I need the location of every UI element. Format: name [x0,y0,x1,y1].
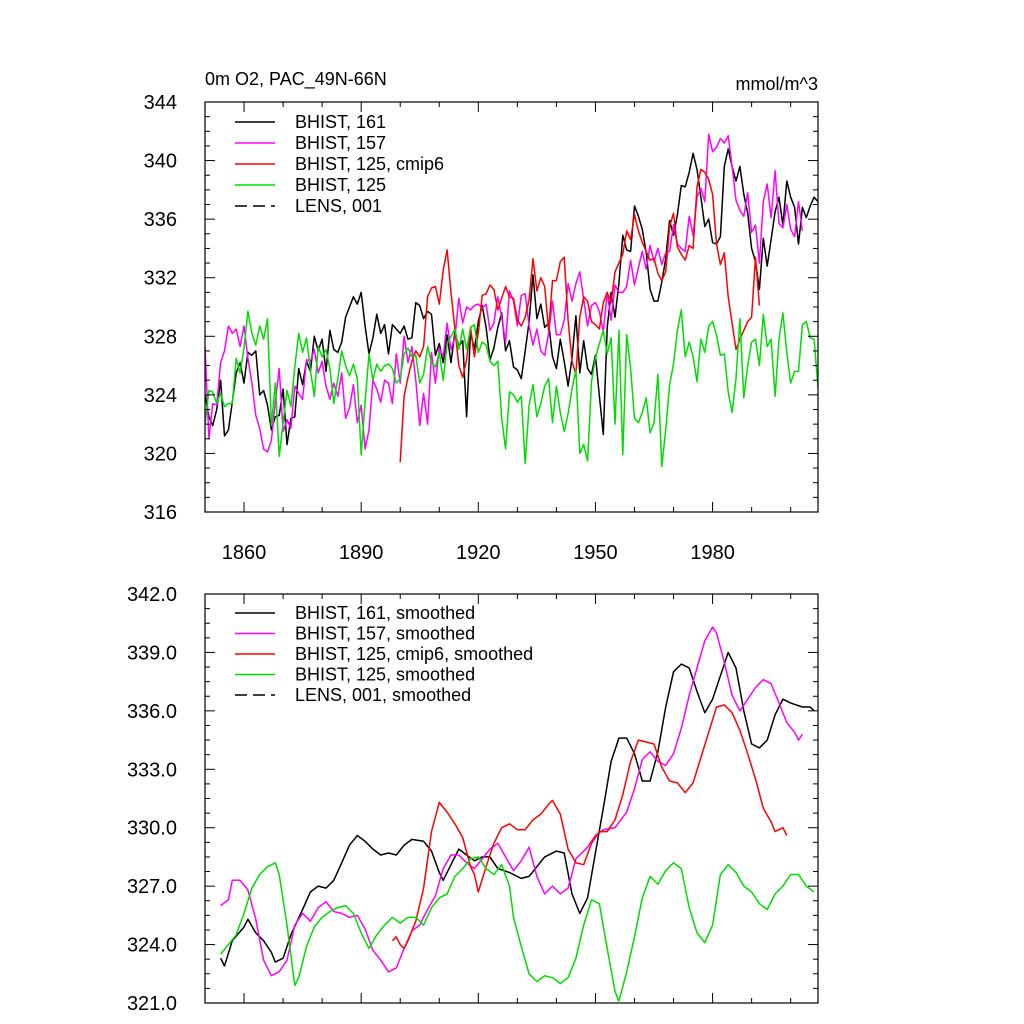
y-tick-label: 336.0 [127,701,177,723]
series-line-bottom-3 [220,856,815,1002]
legend-label: BHIST, 157 [295,133,386,153]
y-tick-label: 339.0 [127,642,177,664]
y-tick-label: 340 [144,151,177,173]
series-line-top-0 [205,148,818,446]
legend-label: BHIST, 161, smoothed [295,603,475,623]
x-tick-label: 1860 [222,542,267,564]
bottom-panel-series [219,626,815,1002]
top-panel-axes: 316 320 324 328 332 336 340 344 1860 1890 1920 1950… [144,92,819,564]
x-tick-label: 1950 [573,542,618,564]
top-panel-series [205,133,818,468]
y-tick-label: 327.0 [127,876,177,898]
y-tick-label: 324.0 [127,935,177,957]
series-line-top-3 [205,309,818,468]
legend-label: BHIST, 125, cmip6, smoothed [295,644,533,664]
legend-label: LENS, 001, smoothed [295,685,471,705]
series-line-bottom-0 [219,651,815,967]
series-line-top-2 [399,168,761,463]
top-panel-units: mmol/m^3 [736,74,818,94]
legend-label: BHIST, 125, cmip6 [295,154,444,174]
legend-label: BHIST, 157, smoothed [295,624,475,644]
x-tick-label: 1890 [339,542,384,564]
bottom-panel: 321.0 324.0 327.0 330.0 333.0 336.0 339.0 342.0… [127,584,819,1015]
y-tick-label: 321.0 [127,993,177,1015]
y-tick-label: 316 [144,502,177,524]
y-tick-label: 342.0 [127,584,177,606]
bottom-panel-axes: 321.0 324.0 327.0 330.0 333.0 336.0 339.0 342.0 [127,584,819,1015]
y-tick-label: 328 [144,326,177,348]
y-tick-label: 333.0 [127,759,177,781]
y-tick-label: 320 [144,443,177,465]
series-line-bottom-2 [391,704,788,950]
top-panel: 0m O2, PAC_49N-66N mmol/m^3 316 320 324 328… [144,69,819,564]
series-line-bottom-1 [220,626,804,977]
y-tick-label: 324 [144,385,177,407]
y-tick-label: 332 [144,268,177,290]
series-line-top-1 [205,133,804,453]
legend-label: BHIST, 125, smoothed [295,665,475,685]
y-tick-label: 344 [144,92,177,114]
top-panel-title: 0m O2, PAC_49N-66N [205,69,387,90]
legend-label: LENS, 001 [295,196,382,216]
x-tick-label: 1920 [456,542,501,564]
legend-label: BHIST, 161 [295,112,386,132]
y-tick-label: 336 [144,209,177,231]
legend-label: BHIST, 125 [295,175,386,195]
y-tick-label: 330.0 [127,818,177,840]
x-tick-label: 1980 [690,542,735,564]
